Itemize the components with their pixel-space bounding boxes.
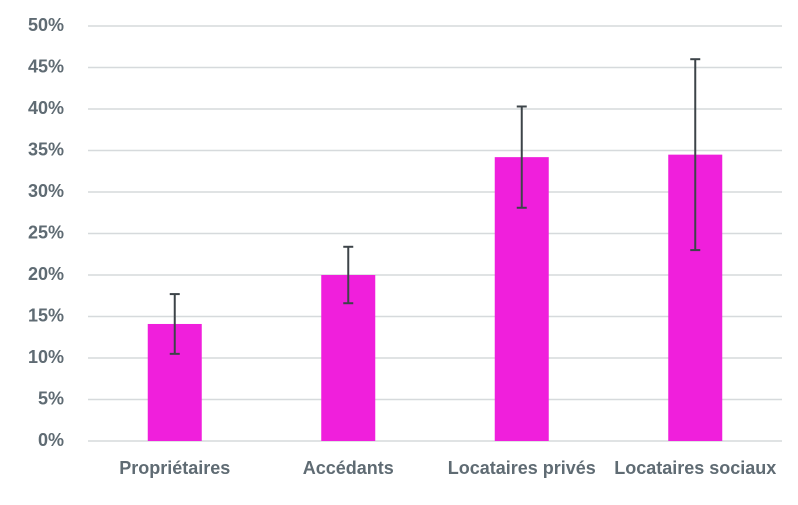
y-tick-label: 0% [38, 430, 64, 450]
y-tick-label: 5% [38, 388, 64, 408]
x-tick-label: Locataires sociaux [614, 458, 776, 478]
y-tick-label: 20% [28, 264, 64, 284]
error-bar [343, 245, 354, 305]
x-tick-label: Accédants [303, 458, 394, 478]
x-tick-label: Locataires privés [448, 458, 596, 478]
error-bar [690, 58, 701, 252]
error-bar [516, 105, 527, 209]
y-tick-label: 10% [28, 347, 64, 367]
y-tick-label: 15% [28, 305, 64, 325]
y-tick-label: 30% [28, 181, 64, 201]
y-tick-label: 50% [28, 15, 64, 35]
y-tick-label: 35% [28, 139, 64, 159]
y-tick-label: 25% [28, 222, 64, 242]
error-bar [169, 293, 180, 355]
y-tick-label: 45% [28, 56, 64, 76]
y-tick-label: 40% [28, 98, 64, 118]
x-tick-label: Propriétaires [119, 458, 230, 478]
